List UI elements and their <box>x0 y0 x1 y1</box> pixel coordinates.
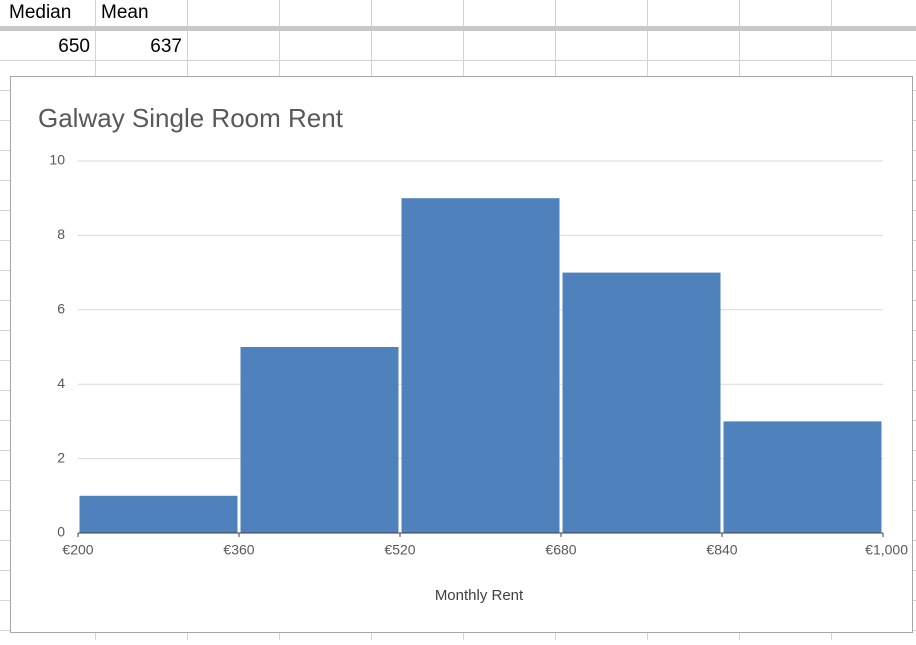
value-cell: 637 <box>150 36 182 57</box>
x-axis-label: Monthly Rent <box>435 587 524 604</box>
y-tick-label: 2 <box>57 449 65 465</box>
bar <box>562 272 721 533</box>
bar <box>240 347 399 533</box>
chart-title: Galway Single Room Rent <box>38 103 344 133</box>
x-tick-label: €680 <box>545 542 576 558</box>
x-tick-label: €360 <box>223 542 254 558</box>
x-tick-label: €840 <box>706 542 737 558</box>
x-tick-label: €200 <box>62 542 93 558</box>
y-tick-label: 0 <box>57 524 65 540</box>
x-tick-label: €520 <box>384 542 415 558</box>
y-tick-label: 4 <box>57 375 65 391</box>
y-tick-label: 10 <box>49 152 65 168</box>
header-cell: Mean <box>101 2 149 23</box>
bar <box>401 198 560 533</box>
freeze-bar <box>0 26 916 31</box>
bar <box>723 421 882 533</box>
value-cell: 650 <box>58 36 90 57</box>
y-tick-label: 6 <box>57 301 65 317</box>
x-tick-label: €1,000 <box>865 542 908 558</box>
y-tick-label: 8 <box>57 226 65 242</box>
header-cell: Median <box>9 2 71 23</box>
bar <box>79 495 238 533</box>
